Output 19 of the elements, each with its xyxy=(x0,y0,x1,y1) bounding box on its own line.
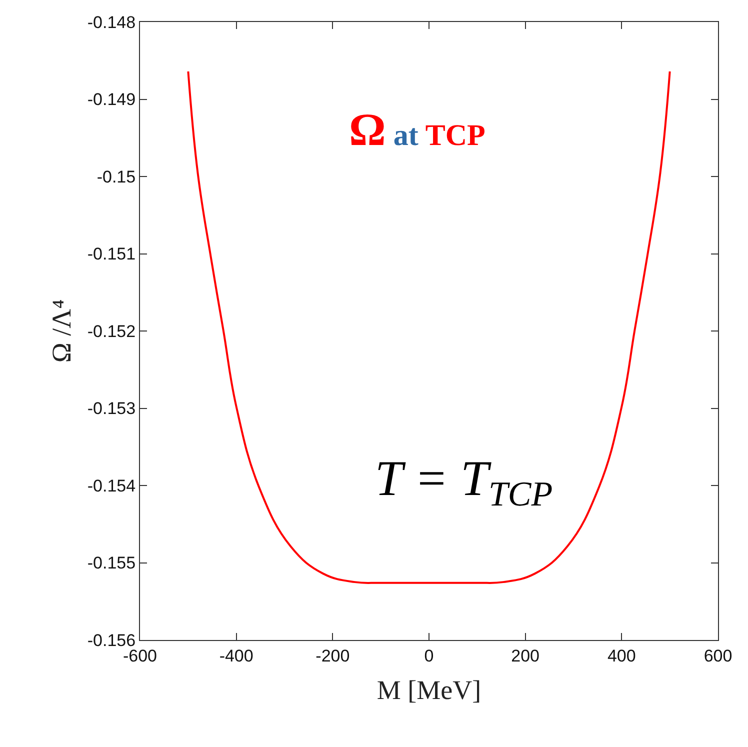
line-series xyxy=(187,70,671,584)
x-tick-label: -200 xyxy=(316,646,350,666)
y-tick-label: -0.154 xyxy=(87,476,136,496)
annotation: T = T$_{TCP}$ xyxy=(375,450,553,514)
y-axis-title: Ω /Λ⁴ xyxy=(46,299,76,363)
x-axis-title: M [MeV] xyxy=(376,674,482,705)
y-tick-label: -0.148 xyxy=(87,12,136,32)
x-tick-label: -400 xyxy=(219,646,254,666)
annotation: Ω at TCP xyxy=(349,104,486,155)
x-tick-label: 400 xyxy=(607,646,636,666)
y-tick-label: -0.155 xyxy=(87,554,136,573)
y-tick-label: -0.149 xyxy=(87,90,136,110)
x-tick-label: 600 xyxy=(704,646,732,666)
y-tick-label: -0.152 xyxy=(87,322,136,341)
y-tick-label: -0.15 xyxy=(96,167,136,186)
x-tick-label: 0 xyxy=(424,646,434,666)
x-tick-label: 200 xyxy=(511,646,540,666)
y-tick-label: -0.151 xyxy=(87,244,136,264)
y-tick-label: -0.153 xyxy=(87,399,136,418)
